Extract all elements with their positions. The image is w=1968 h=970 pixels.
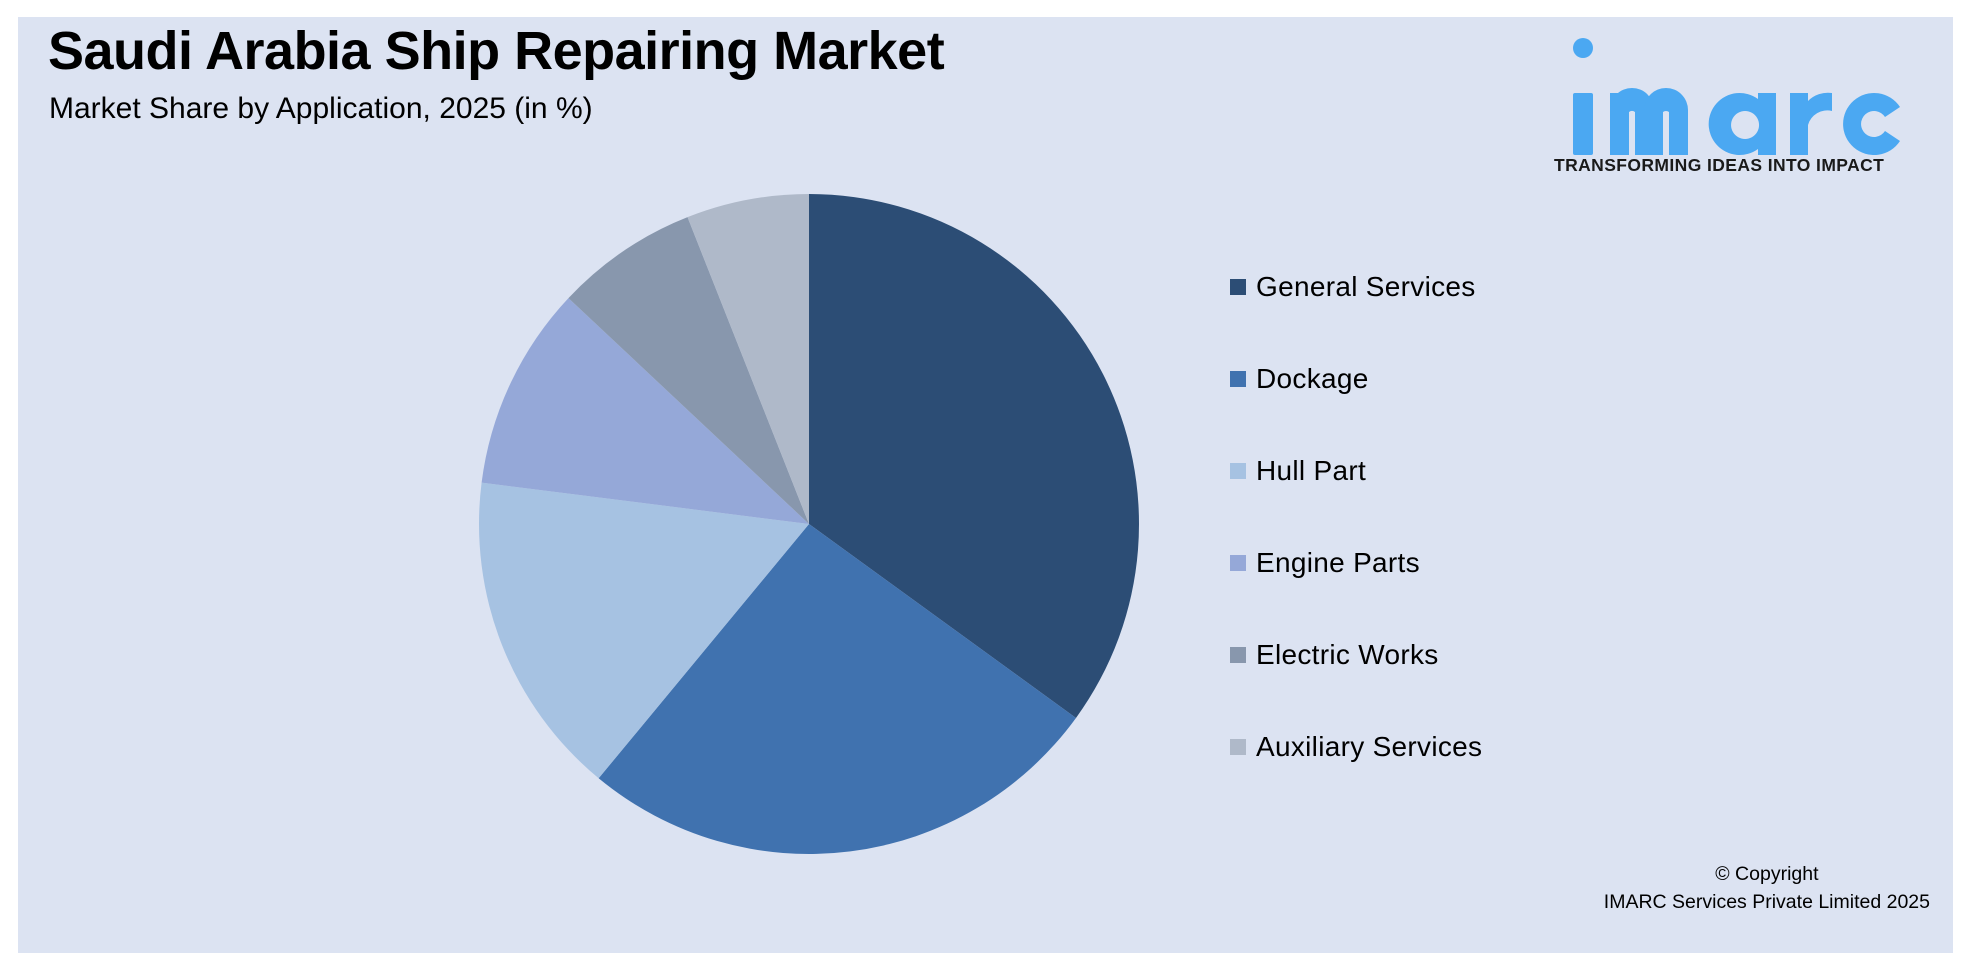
copyright-line-1: © Copyright	[1715, 863, 1819, 885]
pie-slice-auxiliary-services[interactable]	[687, 194, 809, 524]
legend-label: Auxiliary Services	[1256, 731, 1483, 762]
pie-slice-general-services[interactable]	[809, 194, 1139, 718]
imarc-logo: TRANSFORMING IDEAS INTO IMPACT	[1540, 15, 1920, 195]
legend-swatch-icon	[1230, 647, 1246, 663]
legend-swatch-icon	[1230, 555, 1246, 571]
copyright-line-2: IMARC Services Private Limited 2025	[1603, 891, 1930, 913]
legend-item-electric-works[interactable]: Electric Works	[1230, 635, 1439, 675]
legend-label: Electric Works	[1256, 639, 1439, 670]
logo-tagline: TRANSFORMING IDEAS INTO IMPACT	[1554, 155, 1885, 175]
legend-label: Engine Parts	[1256, 547, 1420, 578]
legend-swatch-icon	[1230, 371, 1246, 387]
legend-swatch-icon	[1230, 739, 1246, 755]
legend-label: General Services	[1256, 271, 1476, 302]
pie-slice-engine-parts[interactable]	[481, 298, 809, 524]
chart-subtitle: Market Share by Application, 2025 (in %)	[49, 92, 593, 125]
chart-title: Saudi Arabia Ship Repairing Market	[48, 21, 945, 81]
legend-label: Dockage	[1256, 363, 1369, 394]
imarc-wordmark-icon	[1573, 38, 1900, 156]
copyright-notice: © Copyright IMARC Services Private Limit…	[1604, 860, 1930, 916]
legend-item-general-services[interactable]: General Services	[1230, 267, 1476, 307]
legend-swatch-icon	[1230, 279, 1246, 295]
legend-item-hull-part[interactable]: Hull Part	[1230, 451, 1366, 491]
legend-swatch-icon	[1230, 463, 1246, 479]
pie-slice-hull-part[interactable]	[478, 482, 809, 779]
legend-label: Hull Part	[1256, 455, 1367, 486]
pie-slice-dockage[interactable]	[598, 524, 1076, 854]
pie-slice-electric-works[interactable]	[568, 217, 809, 524]
legend-item-dockage[interactable]: Dockage	[1230, 359, 1369, 399]
pie-slices	[478, 194, 1139, 854]
legend-item-engine-parts[interactable]: Engine Parts	[1230, 543, 1420, 583]
legend-item-auxiliary-services[interactable]: Auxiliary Services	[1230, 727, 1482, 767]
